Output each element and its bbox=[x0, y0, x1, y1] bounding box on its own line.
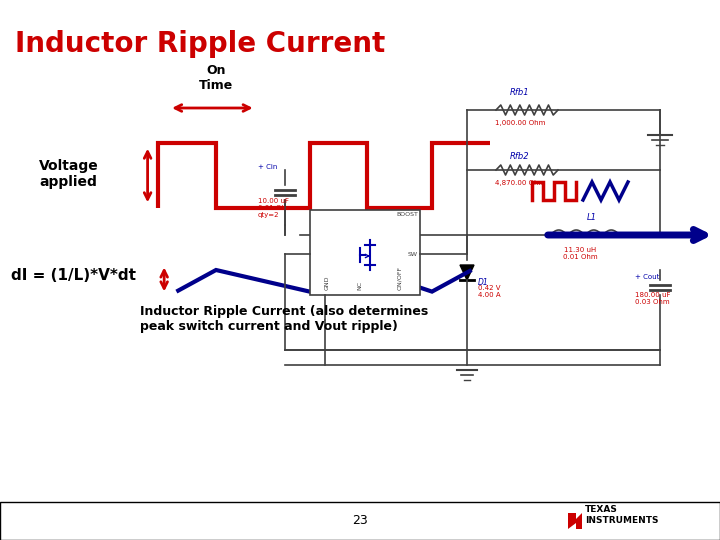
Text: dI = (1/L)*V*dt: dI = (1/L)*V*dt bbox=[11, 268, 136, 283]
Text: Inductor Ripple Current (also determines
peak switch current and Vout ripple): Inductor Ripple Current (also determines… bbox=[140, 305, 428, 333]
Text: 10.00 uF
0.01 Ohm
qty=2: 10.00 uF 0.01 Ohm qty=2 bbox=[258, 198, 292, 218]
Bar bbox=[0, 502, 720, 540]
Text: On
Time: On Time bbox=[199, 64, 233, 92]
Text: GND: GND bbox=[325, 275, 330, 290]
Text: 180.00 uF
0.03 Ohm: 180.00 uF 0.03 Ohm bbox=[635, 292, 670, 305]
Text: Rfb1: Rfb1 bbox=[510, 88, 530, 97]
Text: 23: 23 bbox=[352, 515, 368, 528]
Bar bbox=[310, 210, 420, 295]
Text: + Cout: + Cout bbox=[635, 274, 660, 280]
Text: Voltage
applied: Voltage applied bbox=[39, 159, 98, 189]
Text: 1,000.00 Ohm: 1,000.00 Ohm bbox=[495, 120, 545, 126]
Text: Inductor Ripple Current: Inductor Ripple Current bbox=[15, 30, 385, 58]
Text: Rfb2: Rfb2 bbox=[510, 152, 530, 161]
Text: D1: D1 bbox=[478, 278, 489, 287]
Text: + Cin: + Cin bbox=[258, 164, 277, 170]
Polygon shape bbox=[568, 513, 582, 529]
Text: NC: NC bbox=[358, 281, 362, 290]
Polygon shape bbox=[460, 265, 474, 280]
Text: BOOST: BOOST bbox=[396, 212, 418, 217]
Text: 0.42 V
4.00 A: 0.42 V 4.00 A bbox=[478, 285, 500, 298]
Text: 11.30 uH
0.01 Ohm: 11.30 uH 0.01 Ohm bbox=[563, 247, 598, 260]
Text: TEXAS
INSTRUMENTS: TEXAS INSTRUMENTS bbox=[585, 505, 659, 525]
Text: L1: L1 bbox=[587, 213, 597, 222]
Text: ON/OFF: ON/OFF bbox=[397, 266, 402, 290]
Text: SW: SW bbox=[408, 252, 418, 256]
Text: 4,870.00 Ohm: 4,870.00 Ohm bbox=[495, 180, 545, 186]
